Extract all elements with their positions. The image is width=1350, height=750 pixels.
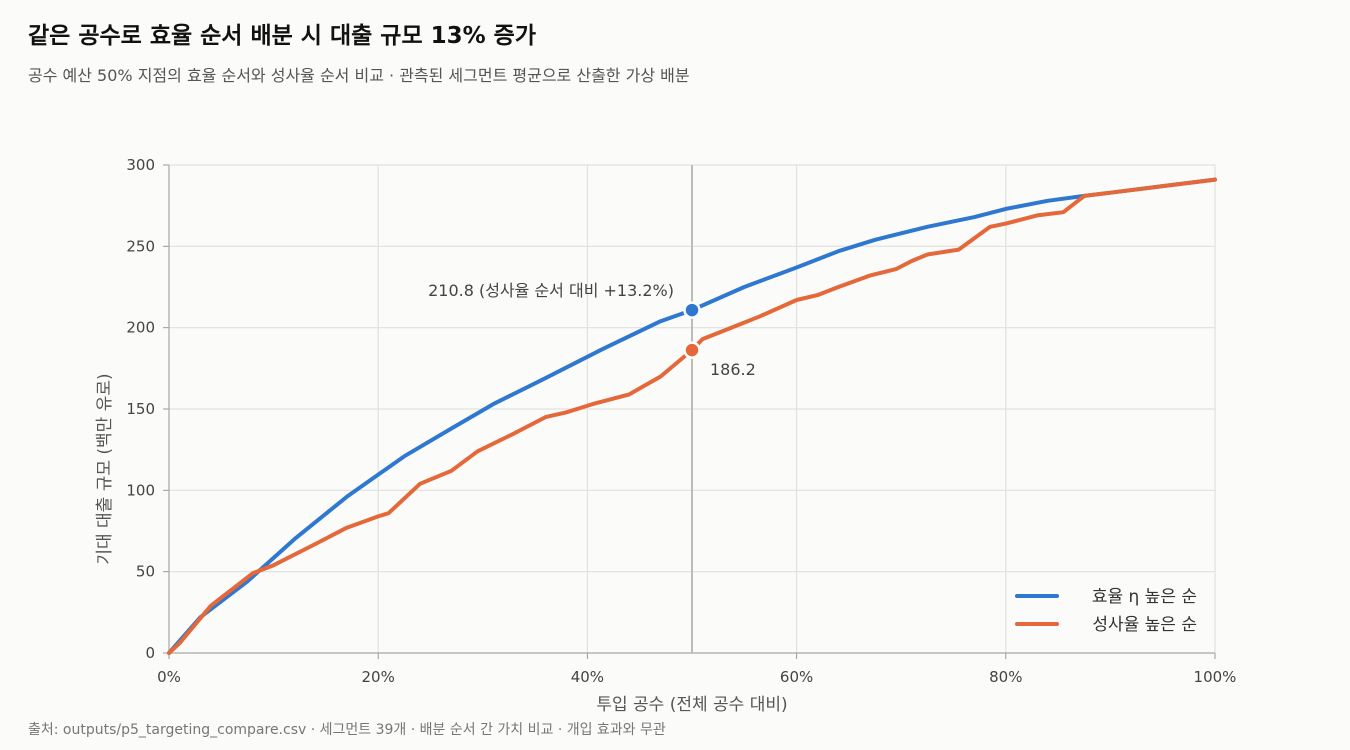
y-tick-label: 0 [145, 644, 155, 662]
annotation-efficiency: 210.8 (성사율 순서 대비 +13.2%) [428, 281, 674, 300]
highlight-point-efficiency [683, 301, 701, 319]
y-tick-label: 50 [136, 563, 155, 581]
y-tick-label: 100 [126, 481, 155, 499]
x-tick-label: 20% [362, 668, 395, 686]
source-note: 출처: outputs/p5_targeting_compare.csv · 세… [28, 722, 666, 738]
x-tick-label: 60% [780, 668, 813, 686]
legend-label-success-rate: 성사율 높은 순 [1092, 615, 1197, 635]
axes [163, 164, 1216, 659]
x-tick-label: 100% [1194, 668, 1237, 686]
chart-subtitle: 공수 예산 50% 지점의 효율 순서와 성사율 순서 비교 · 관측된 세그먼… [28, 66, 690, 85]
y-tick-label: 300 [126, 156, 155, 174]
highlight-points-group: 210.8 (성사율 순서 대비 +13.2%) 186.2 [428, 281, 756, 379]
tick-labels: 0 50 100 150 200 250 300 0% 20% 40% 60% 80% 100% [126, 156, 1236, 686]
x-tick-label: 40% [571, 668, 604, 686]
legend-label-efficiency: 효율 η 높은 순 [1092, 587, 1197, 607]
chart-title: 같은 공수로 효율 순서 배분 시 대출 규모 13% 증가 [28, 23, 536, 49]
y-axis-label: 기대 대출 규모 (백만 유로) [95, 373, 115, 564]
series-line-efficiency [167, 177, 1217, 655]
y-tick-label: 250 [126, 237, 155, 255]
y-tick-label: 200 [126, 319, 155, 337]
x-axis-label: 투입 공수 (전체 공수 대비) [596, 695, 787, 715]
x-tick-label: 80% [989, 668, 1022, 686]
highlight-point-success-rate [683, 341, 701, 359]
y-tick-label: 150 [126, 400, 155, 418]
annotation-success-rate: 186.2 [710, 360, 756, 379]
x-tick-label: 0% [157, 668, 181, 686]
